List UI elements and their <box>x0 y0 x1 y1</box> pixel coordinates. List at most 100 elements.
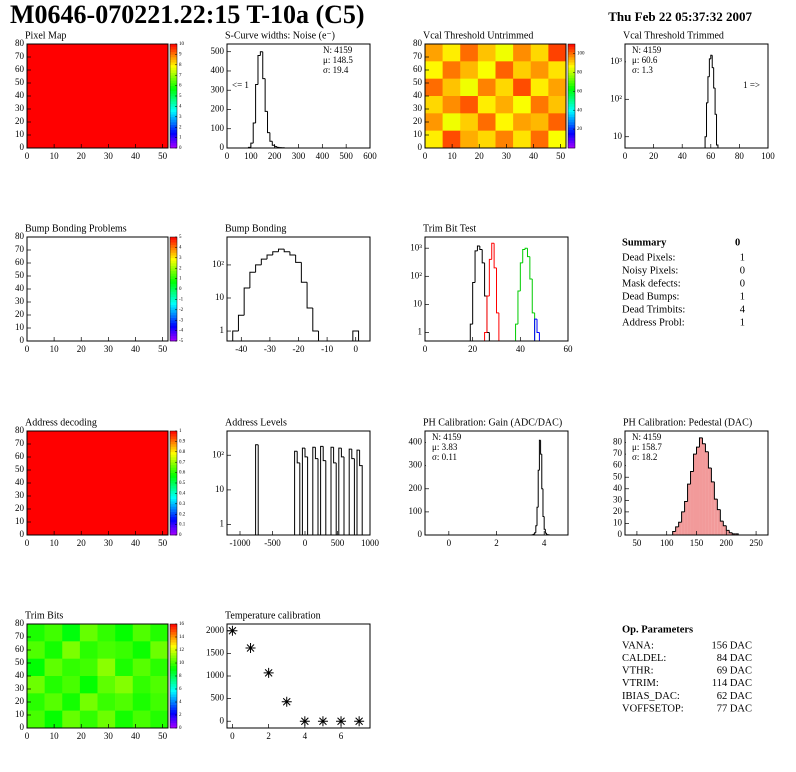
op-label: CALDEL: <box>622 653 666 664</box>
x-tick-label: 10 <box>50 151 60 161</box>
y-tick-label: 0 <box>20 722 25 732</box>
histogram-bin <box>515 323 518 341</box>
palette-stripe <box>170 650 177 653</box>
summary-value: 0 <box>740 278 745 289</box>
summary-label: Mask defects: <box>622 278 681 289</box>
palette-stripe <box>170 270 177 274</box>
heat-cell <box>477 44 496 62</box>
y-tick-label: 10 <box>15 322 25 332</box>
heat-cell <box>530 78 549 97</box>
palette-tick-label: -5 <box>179 339 184 344</box>
palette-stripe <box>170 322 177 326</box>
heat-cell <box>115 693 134 711</box>
histogram-bin <box>300 262 308 283</box>
heat-cell <box>495 113 514 131</box>
palette-stripe <box>568 88 575 92</box>
palette-stripe <box>170 67 177 71</box>
histogram-bin <box>536 319 540 334</box>
y-tick-label: 1 <box>220 519 225 529</box>
heat-cell <box>132 676 151 694</box>
y-tick-label: 50 <box>413 77 423 87</box>
heat-cell <box>27 693 45 711</box>
histogram-bin <box>486 295 490 333</box>
histogram-bin <box>259 51 263 56</box>
palette-stripe <box>170 80 177 84</box>
palette-stripe <box>170 642 177 646</box>
x-tick-label: 20 <box>649 151 659 161</box>
histogram-bin <box>237 314 245 332</box>
palette-tick-label: 0.2 <box>179 512 186 517</box>
bin-fill <box>732 533 736 535</box>
palette-tick-label: 0.3 <box>179 502 186 507</box>
histogram-bin <box>672 531 676 535</box>
x-tick-label: -1000 <box>230 538 251 548</box>
palette-stripe <box>170 44 177 47</box>
palette-stripe <box>170 85 177 89</box>
histogram-bin <box>351 449 355 460</box>
x-tick-label: 40 <box>678 151 688 161</box>
histogram-bin <box>338 447 342 535</box>
histogram-bin <box>252 122 256 144</box>
palette-stripe <box>170 647 177 651</box>
histogram-bin <box>684 500 688 512</box>
palette-frame <box>567 43 576 149</box>
y-tick-label: 70 <box>613 448 623 458</box>
histogram-bin <box>540 440 542 455</box>
palette-stripe <box>170 46 177 50</box>
histogram-bin <box>271 141 275 146</box>
palette-tick-label: 100 <box>577 52 585 57</box>
heat-cell <box>27 710 45 729</box>
x-tick-label: 6 <box>339 731 344 741</box>
palette-stripe <box>170 103 177 107</box>
palette-stripe <box>170 668 177 672</box>
palette-stripe <box>568 122 575 125</box>
palette-stripe <box>170 459 177 463</box>
histogram-bin <box>535 525 538 533</box>
palette-tick-label: 0.7 <box>179 460 186 465</box>
heat-cell <box>79 676 98 694</box>
palette-stripe <box>170 717 177 721</box>
x-tick-label: 0 <box>230 731 235 741</box>
x-tick-label: 20 <box>77 538 87 548</box>
histogram-bin <box>517 290 521 325</box>
x-tick-label: 150 <box>690 538 704 548</box>
y-tick-label: 60 <box>613 460 623 470</box>
heat-cell <box>513 44 532 62</box>
palette-tick-label: 0.4 <box>179 492 186 497</box>
palette-tick-label: 1 <box>179 136 182 141</box>
palette-stripe <box>170 302 177 305</box>
palette-stripe <box>170 529 177 533</box>
op-label: IBIAS_DAC: <box>622 691 680 702</box>
x-tick-label: 50 <box>158 344 168 354</box>
y-tick-label: 10 <box>413 298 423 308</box>
y-tick-label: 50 <box>15 657 25 667</box>
x-tick-label: 50 <box>158 538 168 548</box>
palette-stripe <box>170 291 177 295</box>
x-tick-label: 200 <box>720 538 734 548</box>
histogram-bin <box>534 318 538 341</box>
palette-stripe <box>170 652 177 656</box>
palette-stripe <box>170 265 177 269</box>
palette-stripe <box>568 142 575 146</box>
heat-cell <box>530 130 549 149</box>
histogram-bin <box>314 447 318 460</box>
histogram-bin <box>267 111 270 134</box>
palette-tick-label: 7 <box>179 73 182 78</box>
stats-entry: N: 4159 <box>632 45 662 55</box>
y-tick-label: 100 <box>211 123 225 133</box>
palette-stripe <box>170 524 177 528</box>
y-tick-label: 300 <box>211 84 225 94</box>
heat-cell <box>79 710 98 729</box>
histogram-bin <box>269 132 273 142</box>
palette-stripe <box>568 119 575 123</box>
x-tick-label: 4 <box>303 731 308 741</box>
summary-label: Dead Trimbits: <box>622 304 685 315</box>
x-tick-label: 20 <box>475 151 485 161</box>
histogram-bin <box>710 54 713 59</box>
palette-tick-label: 40 <box>577 108 583 113</box>
x-tick-label: 500 <box>339 151 353 161</box>
histogram-bin <box>322 446 326 462</box>
palette-stripe <box>170 325 177 329</box>
palette-tick-label: 10 <box>179 661 185 666</box>
